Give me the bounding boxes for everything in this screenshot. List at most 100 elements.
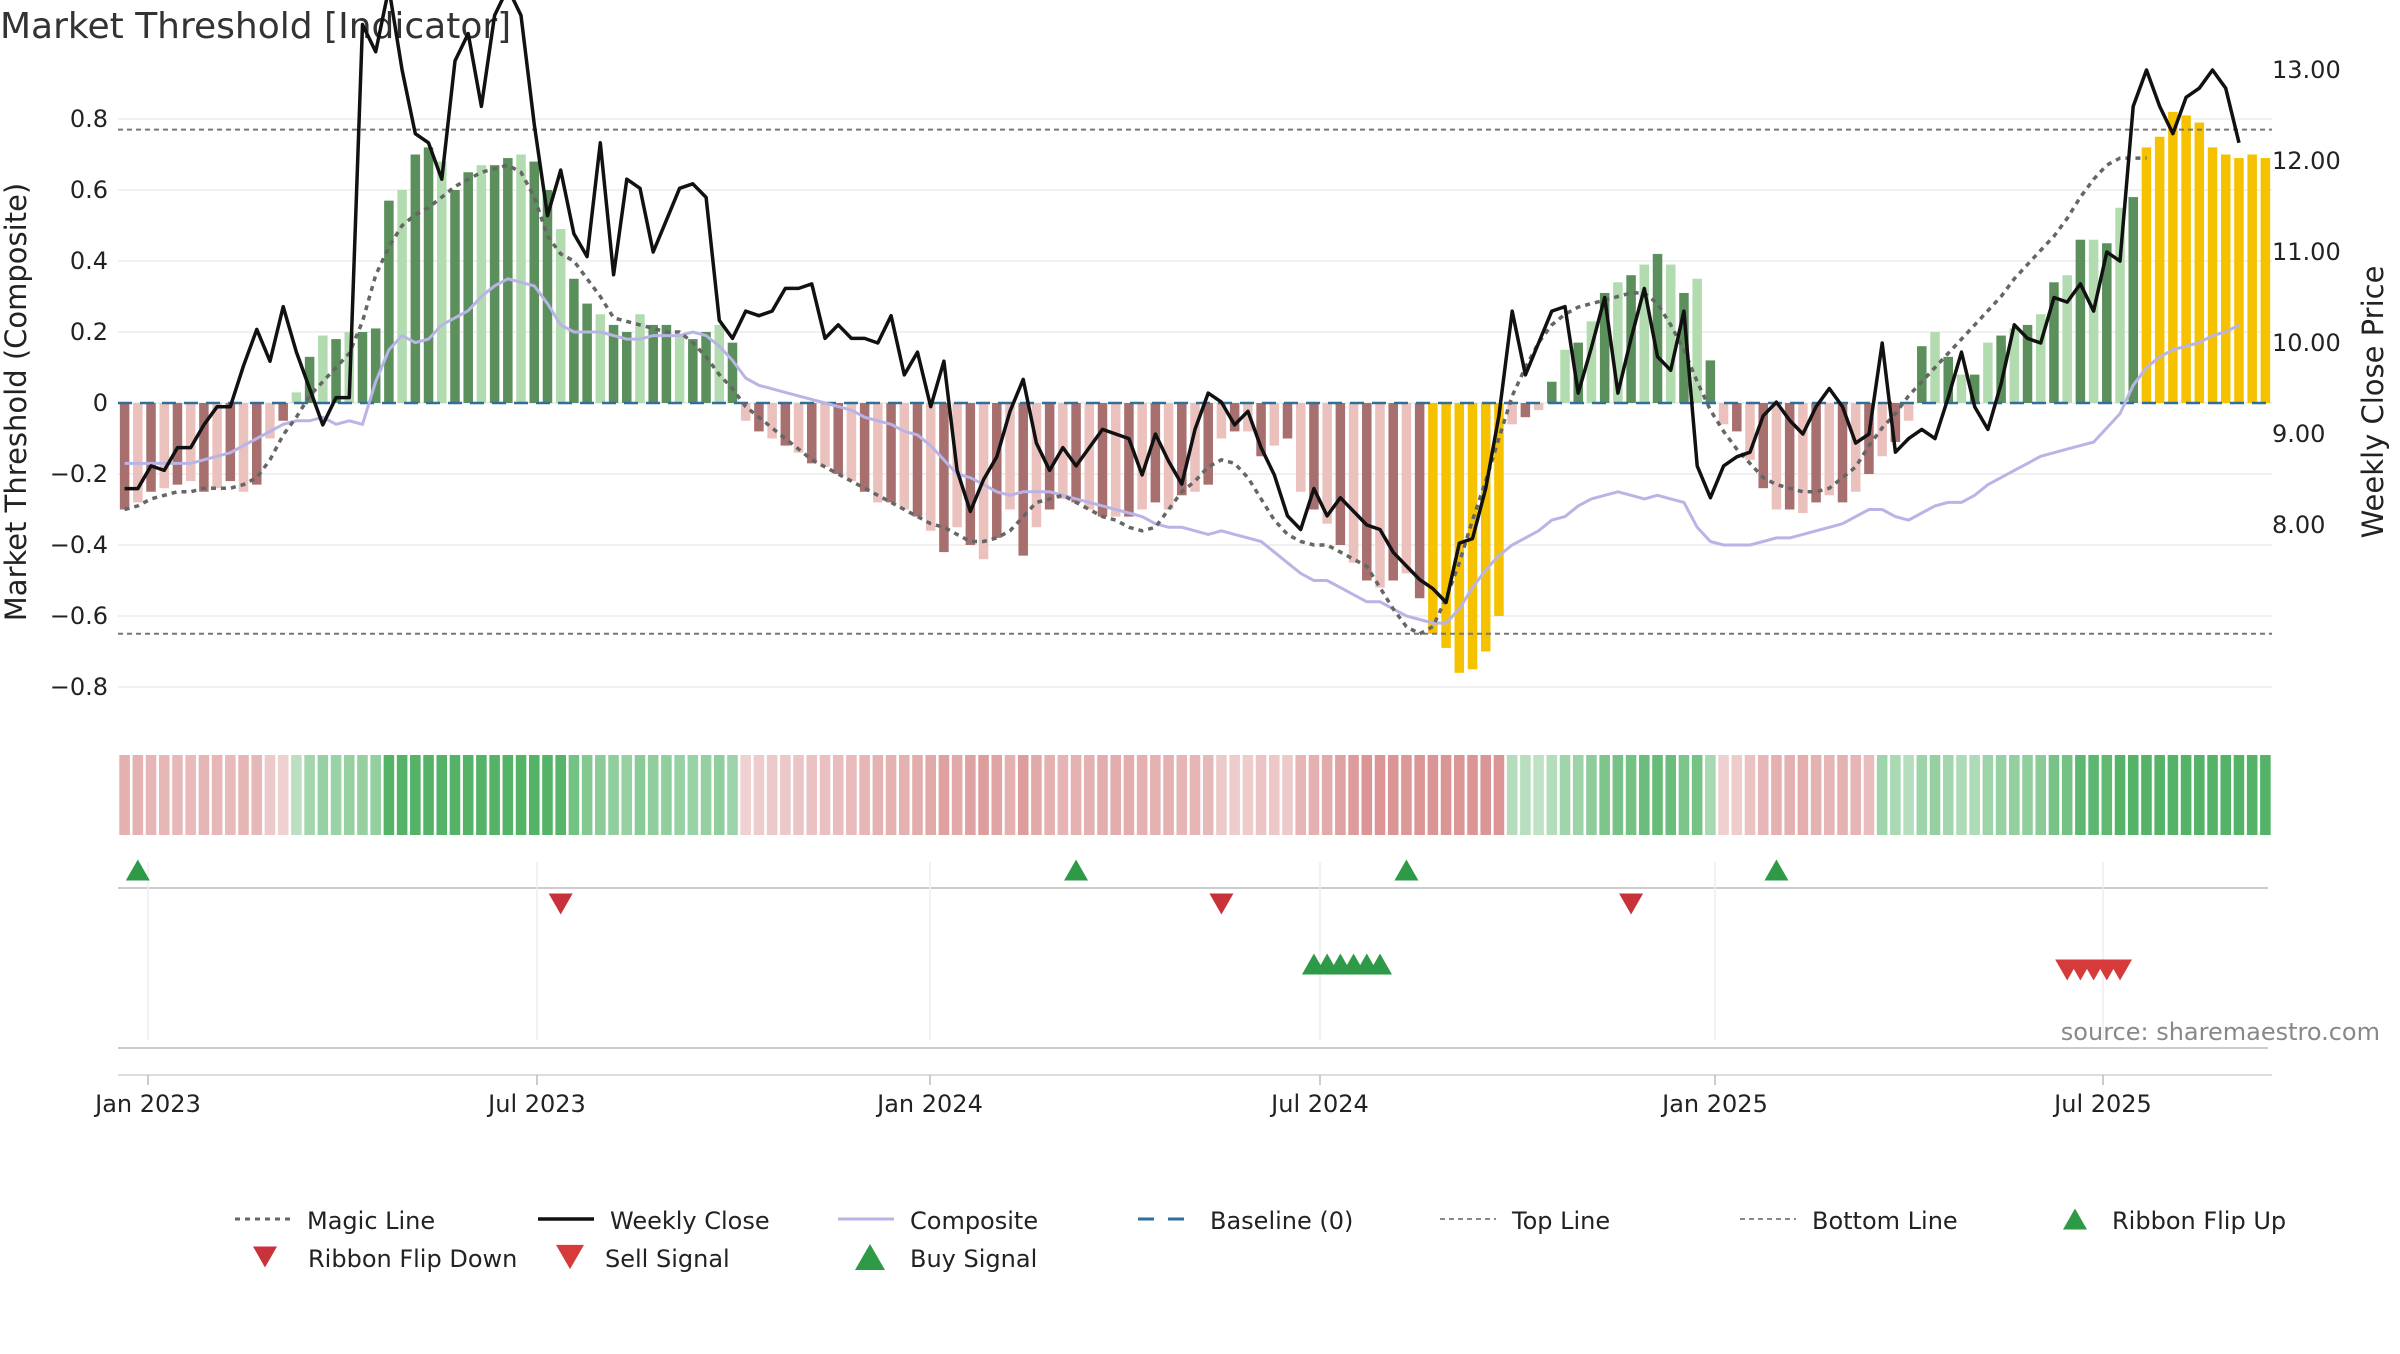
ribbon-cell [1097,755,1108,835]
ribbon-cell [2207,755,2218,835]
threshold-bar [1454,403,1465,673]
ribbon-cell [1269,755,1280,835]
y-tick-label: −0.2 [50,460,108,488]
ribbon-cell [542,755,553,835]
ribbon-cell [158,755,170,835]
threshold-bar [1335,403,1346,545]
threshold-bar [2088,239,2099,403]
ribbon-cell [515,755,527,835]
ribbon-cell [1374,755,1386,835]
threshold-bar [846,403,857,482]
y-tick-label: 0.2 [70,318,108,346]
threshold-bar [2128,197,2139,403]
ribbon-cell [832,755,844,835]
sell-signal-marker [2108,959,2133,981]
threshold-bar [1110,403,1121,517]
threshold-bar [133,403,143,503]
threshold-bar [859,403,870,492]
legend-item: Sell Signal [556,1244,730,1273]
legend-label: Weekly Close [610,1207,770,1235]
ribbon-cell [1017,755,1029,835]
threshold-bar [648,324,658,403]
ribbon-cell [264,755,276,835]
ribbon-flip-down-marker [1619,893,1644,915]
ribbon-cell [1031,755,1042,835]
threshold-bar [965,403,976,545]
ribbon-cell [1163,755,1174,835]
ribbon-cell [806,755,818,835]
ribbon-cell [2141,755,2152,835]
ribbon-cell [2194,755,2205,835]
threshold-bar [1295,403,1306,492]
ribbon-cell [1295,755,1307,835]
y-tick-label: −0.4 [50,531,108,559]
threshold-bar [1177,403,1187,496]
ribbon-cell [1586,755,1597,835]
threshold-bar [1216,403,1227,439]
threshold-bar [1203,403,1213,485]
legend-item: Bottom Line [1740,1207,1958,1235]
ribbon-cell [1995,755,2007,835]
ribbon-cell [1982,755,1994,835]
legend-item: Ribbon Flip Up [2063,1207,2286,1235]
ribbon-cell [330,755,342,835]
threshold-bar [2220,154,2231,403]
ribbon-cell [343,755,355,835]
ribbon-cell [225,755,236,835]
ribbon-cell [1599,755,1610,835]
ribbon-cell [449,755,461,835]
ribbon-cell [1348,755,1359,835]
ribbon-cell [1810,755,1822,835]
threshold-bar [1243,403,1253,432]
threshold-bar [2168,111,2178,404]
y-tick-label: 0.4 [70,247,108,275]
threshold-bar [1824,403,1835,496]
threshold-bar [569,278,579,403]
threshold-bar [714,324,725,403]
threshold-bar [992,403,1002,538]
ribbon-cell [1929,755,1941,835]
source-credit: source: sharemaestro.com [2061,1018,2380,1046]
threshold-bar [1890,403,1901,443]
ribbon-cell [1744,755,1756,835]
legend-label: Sell Signal [605,1245,730,1273]
ribbon-cell [251,755,263,835]
ribbon-cell [753,755,765,835]
ribbon-cell [2246,755,2258,835]
threshold-bar [1917,346,1927,403]
ribbon-cell [1942,755,1954,835]
ribbon-cell [2154,755,2165,835]
ribbon-cell [925,755,936,835]
series-lines [124,0,2241,636]
ribbon-cell [1731,755,1743,835]
threshold-bar [1758,403,1768,489]
ribbon-cell [1216,755,1227,835]
threshold-bar [1097,403,1108,517]
ribbon-cell [410,755,421,835]
threshold-bar [251,403,262,485]
ribbon-cell [1916,755,1928,835]
ribbon-cell [2075,755,2086,835]
y2-tick-label: 10.00 [2272,329,2341,357]
threshold-bar [199,403,209,492]
threshold-bar [2194,122,2205,404]
ribbon-cell [317,755,329,835]
threshold-bar [1599,292,1610,403]
ribbon-cell [1070,755,1082,835]
threshold-bar [2260,158,2271,403]
ribbon-cell [2220,755,2232,835]
threshold-bar [820,403,830,467]
ribbon-cell [674,755,685,835]
threshold-bar [397,190,407,403]
threshold-bar [1005,403,1015,510]
threshold-bar [1031,403,1042,528]
weekly-close-line [124,0,2241,605]
threshold-bar [1124,403,1134,517]
ribbon-cell [780,755,791,835]
ribbon-cell [1004,755,1016,835]
threshold-bar [423,147,434,403]
ribbon-cell [2260,755,2271,835]
ribbon-cell [172,755,183,835]
ribbon-cell [1665,755,1677,835]
